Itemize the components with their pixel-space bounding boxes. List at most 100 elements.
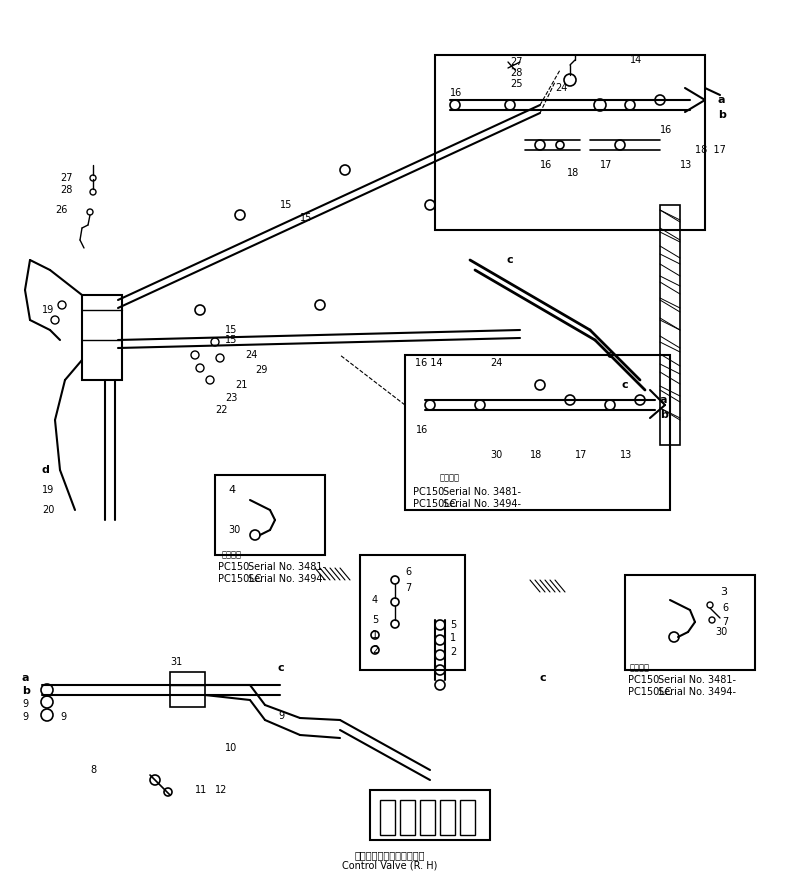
Text: 11: 11 xyxy=(195,785,208,795)
Text: b: b xyxy=(660,410,668,420)
Text: 1: 1 xyxy=(372,630,378,640)
Text: 適用号機: 適用号機 xyxy=(630,663,650,672)
Text: 1: 1 xyxy=(450,633,456,643)
Text: PC150LC: PC150LC xyxy=(218,574,261,584)
Text: PC150: PC150 xyxy=(218,562,249,572)
Text: PC150LC: PC150LC xyxy=(413,499,456,509)
Text: 15: 15 xyxy=(300,213,312,223)
Bar xyxy=(440,800,455,835)
Bar xyxy=(380,800,395,835)
Text: 10: 10 xyxy=(225,743,238,753)
Text: PC150: PC150 xyxy=(628,675,659,685)
Text: 9: 9 xyxy=(22,699,29,709)
Text: 29: 29 xyxy=(255,365,268,375)
Text: 14: 14 xyxy=(630,55,642,65)
Text: 15: 15 xyxy=(225,325,238,335)
Text: d: d xyxy=(42,465,50,475)
Text: 7: 7 xyxy=(722,617,729,627)
Text: 3: 3 xyxy=(720,587,727,597)
Text: c: c xyxy=(278,663,284,673)
Text: 15: 15 xyxy=(280,200,292,210)
Text: Serial No. 3481-: Serial No. 3481- xyxy=(248,562,326,572)
Text: 8: 8 xyxy=(90,765,96,775)
Text: 13: 13 xyxy=(620,450,632,460)
Text: 9: 9 xyxy=(22,712,29,722)
Text: 6: 6 xyxy=(722,603,728,613)
Text: 5: 5 xyxy=(372,615,379,625)
Text: c: c xyxy=(607,350,613,360)
Text: 16: 16 xyxy=(660,125,672,135)
Text: 16 14: 16 14 xyxy=(415,358,443,368)
Text: 21: 21 xyxy=(235,380,247,390)
Text: 4: 4 xyxy=(372,595,378,605)
Text: 30: 30 xyxy=(490,450,502,460)
Text: b: b xyxy=(22,686,30,696)
Text: 24: 24 xyxy=(555,83,567,93)
Text: Serial No. 3481-: Serial No. 3481- xyxy=(658,675,736,685)
Text: 7: 7 xyxy=(405,583,411,593)
Text: 25: 25 xyxy=(510,79,523,89)
Text: 24: 24 xyxy=(490,358,502,368)
Bar xyxy=(405,355,670,510)
Text: b: b xyxy=(718,110,726,120)
Text: 12: 12 xyxy=(215,785,227,795)
Text: Serial No. 3494-: Serial No. 3494- xyxy=(443,499,521,509)
Text: 18: 18 xyxy=(530,450,543,460)
Text: 30: 30 xyxy=(715,627,727,637)
Text: 17: 17 xyxy=(600,160,612,170)
Text: 適用号機: 適用号機 xyxy=(440,474,460,483)
Text: c: c xyxy=(622,380,628,390)
Text: 6: 6 xyxy=(405,567,411,577)
Text: 19: 19 xyxy=(42,305,54,315)
Text: PC150: PC150 xyxy=(413,487,444,497)
Text: 16: 16 xyxy=(416,425,428,435)
Bar xyxy=(215,475,325,555)
Bar xyxy=(435,55,705,230)
Text: 18  17: 18 17 xyxy=(695,145,726,155)
Text: a: a xyxy=(660,395,668,405)
Text: PC150LC: PC150LC xyxy=(628,687,672,697)
Text: 31: 31 xyxy=(170,657,182,667)
Text: 4: 4 xyxy=(228,485,235,495)
Text: 27: 27 xyxy=(60,173,73,183)
Text: c: c xyxy=(540,673,546,683)
Text: 9: 9 xyxy=(278,711,284,721)
Text: 15: 15 xyxy=(225,335,238,345)
Text: 18: 18 xyxy=(567,168,579,178)
Text: Serial No. 3494-: Serial No. 3494- xyxy=(248,574,326,584)
Text: 17: 17 xyxy=(575,450,588,460)
Text: 16: 16 xyxy=(450,88,463,98)
Bar xyxy=(370,790,490,840)
Text: 2: 2 xyxy=(372,645,379,655)
Text: 13: 13 xyxy=(680,160,692,170)
Bar xyxy=(660,205,680,445)
Text: 19: 19 xyxy=(42,485,54,495)
Bar xyxy=(400,800,415,835)
Text: 24: 24 xyxy=(245,350,257,360)
Bar xyxy=(170,672,205,707)
Bar xyxy=(625,575,755,670)
Text: 16: 16 xyxy=(540,160,552,170)
Bar xyxy=(420,800,435,835)
Text: 適用号機: 適用号機 xyxy=(222,551,242,560)
Text: 22: 22 xyxy=(215,405,227,415)
Text: a: a xyxy=(718,95,725,105)
Bar xyxy=(360,555,465,670)
Text: 20: 20 xyxy=(42,505,55,515)
Text: 27: 27 xyxy=(510,57,523,67)
Bar xyxy=(82,295,122,380)
Text: 30: 30 xyxy=(228,525,240,535)
Text: 26: 26 xyxy=(55,205,67,215)
Text: a: a xyxy=(22,673,29,683)
Text: コントロールバルブ（右）: コントロールバルブ（右） xyxy=(355,850,425,860)
Text: Serial No. 3494-: Serial No. 3494- xyxy=(658,687,736,697)
Text: 9: 9 xyxy=(60,712,66,722)
Text: 5: 5 xyxy=(450,620,456,630)
Text: 2: 2 xyxy=(450,647,456,657)
Text: 28: 28 xyxy=(510,68,523,78)
Bar xyxy=(460,800,475,835)
Text: c: c xyxy=(507,255,513,265)
Text: Serial No. 3481-: Serial No. 3481- xyxy=(443,487,521,497)
Text: Control Valve (R. H): Control Valve (R. H) xyxy=(342,861,438,871)
Text: 28: 28 xyxy=(60,185,72,195)
